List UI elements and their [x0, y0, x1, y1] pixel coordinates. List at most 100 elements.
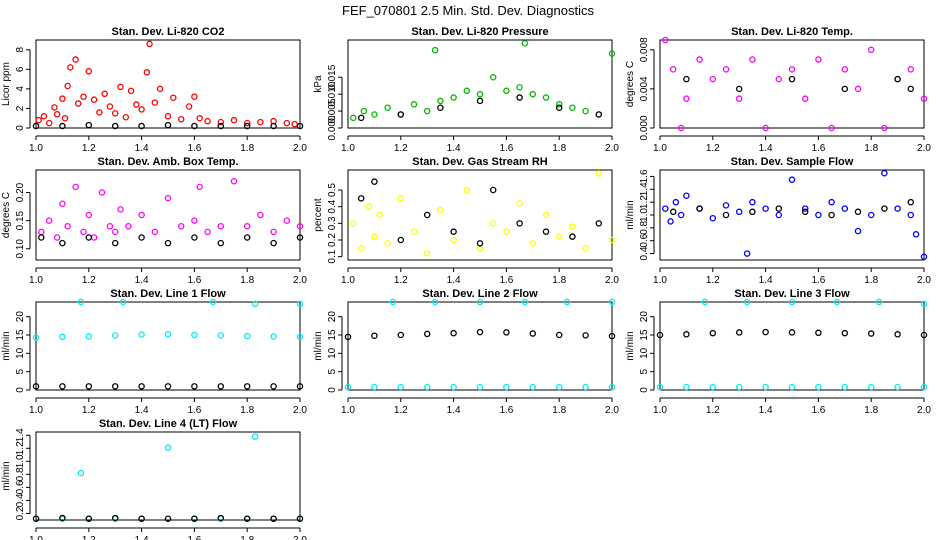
data-point	[476, 383, 484, 391]
x-tick-label: 1.6	[811, 405, 825, 416]
data-point	[85, 333, 93, 340]
y-tick-label: 0.20	[15, 182, 26, 202]
data-point	[53, 234, 61, 241]
data-point	[683, 331, 690, 338]
data-point	[662, 36, 669, 44]
data-point	[656, 383, 664, 391]
data-point	[749, 198, 756, 206]
data-point	[111, 332, 119, 339]
data-point	[881, 169, 888, 177]
y-tick-label: 10	[639, 347, 650, 359]
data-point	[608, 50, 616, 57]
data-point	[749, 56, 756, 63]
data-point	[450, 94, 457, 101]
data-point	[151, 228, 159, 236]
y-axis-label: degrees C	[625, 61, 636, 107]
data-point	[117, 206, 124, 213]
panel-title: Stan. Dev. Li-820 Temp.	[731, 26, 853, 38]
x-tick-label: 1.6	[187, 535, 201, 540]
data-point	[59, 383, 66, 390]
y-tick-label: 1.0	[639, 208, 650, 222]
data-point	[476, 97, 484, 105]
y-tick-label: 10	[327, 347, 338, 359]
data-point	[270, 333, 277, 340]
data-point	[185, 103, 193, 110]
data-point	[410, 228, 418, 235]
data-point	[881, 124, 888, 132]
data-point	[251, 300, 259, 308]
data-point	[595, 220, 603, 227]
series-1	[350, 170, 616, 257]
data-point	[516, 84, 523, 91]
data-point	[894, 331, 901, 338]
y-tick-label: 0.2	[327, 233, 338, 247]
data-point	[735, 208, 743, 216]
y-axis-label: percent	[313, 198, 324, 232]
data-point	[503, 228, 510, 235]
data-point	[257, 118, 264, 126]
data-point	[111, 122, 119, 130]
x-tick-label: 1.8	[552, 405, 566, 416]
y-tick-label: 5	[15, 368, 26, 374]
data-point	[164, 194, 172, 202]
data-point	[85, 68, 93, 75]
y-tick-label: 1.0	[15, 454, 26, 468]
data-point	[74, 100, 82, 107]
data-point	[177, 222, 185, 230]
y-tick-label: 0.004	[639, 76, 650, 101]
x-tick-label: 1.4	[447, 405, 461, 416]
data-point	[371, 332, 378, 339]
x-tick-label: 2.0	[605, 143, 619, 154]
y-tick-label: 5	[327, 368, 338, 374]
data-point	[801, 205, 809, 212]
plot-frame	[659, 301, 925, 391]
x-tick-label: 2.0	[917, 275, 931, 286]
data-point	[677, 211, 685, 219]
data-point	[164, 331, 172, 338]
data-point	[529, 383, 537, 391]
data-point	[489, 186, 497, 194]
data-point	[40, 113, 48, 120]
data-point	[270, 515, 277, 522]
x-tick-label: 1.2	[706, 275, 720, 286]
data-point	[106, 103, 114, 110]
data-point	[85, 211, 93, 219]
data-point	[138, 383, 145, 390]
x-tick-label: 1.0	[341, 143, 355, 154]
data-point	[217, 383, 225, 390]
plot-frame	[35, 169, 301, 261]
y-tick-label: 0.010	[327, 81, 338, 106]
data-point	[801, 208, 809, 216]
y-tick-label: 0.015	[327, 64, 338, 89]
data-point	[735, 383, 743, 391]
data-point	[762, 205, 769, 212]
data-point	[196, 183, 203, 191]
x-tick-label: 1.6	[499, 143, 513, 154]
data-point	[64, 82, 71, 90]
data-point	[35, 116, 42, 124]
data-point	[72, 183, 79, 191]
data-point	[735, 329, 743, 336]
data-point	[912, 231, 920, 238]
y-tick-label: 1.2	[639, 195, 650, 209]
data-point	[841, 383, 849, 391]
panel-1: Stan. Dev. Li-820 CO2 1.0 1.2 1.4 1.6 1.8 2.0 0…	[1, 26, 307, 154]
x-tick-label: 1.0	[29, 535, 43, 540]
data-point	[296, 515, 304, 522]
y-tick-label: 0.4	[327, 199, 338, 213]
series-1	[38, 177, 304, 241]
data-point	[503, 383, 510, 391]
data-point	[143, 69, 151, 76]
data-point	[59, 514, 66, 522]
y-axis-label: ml/min	[1, 331, 12, 360]
data-point	[111, 228, 119, 236]
data-point	[669, 208, 677, 216]
panel-7: Stan. Dev. Line 1 Flow 1.0 1.2 1.4 1.6 1.8 2.0…	[1, 288, 307, 416]
x-tick-label: 1.0	[341, 405, 355, 416]
data-point	[920, 95, 928, 102]
y-tick-label: 0	[327, 387, 338, 393]
plot-frame	[35, 301, 301, 391]
data-point	[217, 514, 225, 522]
data-point	[841, 205, 849, 212]
data-point	[397, 111, 405, 118]
